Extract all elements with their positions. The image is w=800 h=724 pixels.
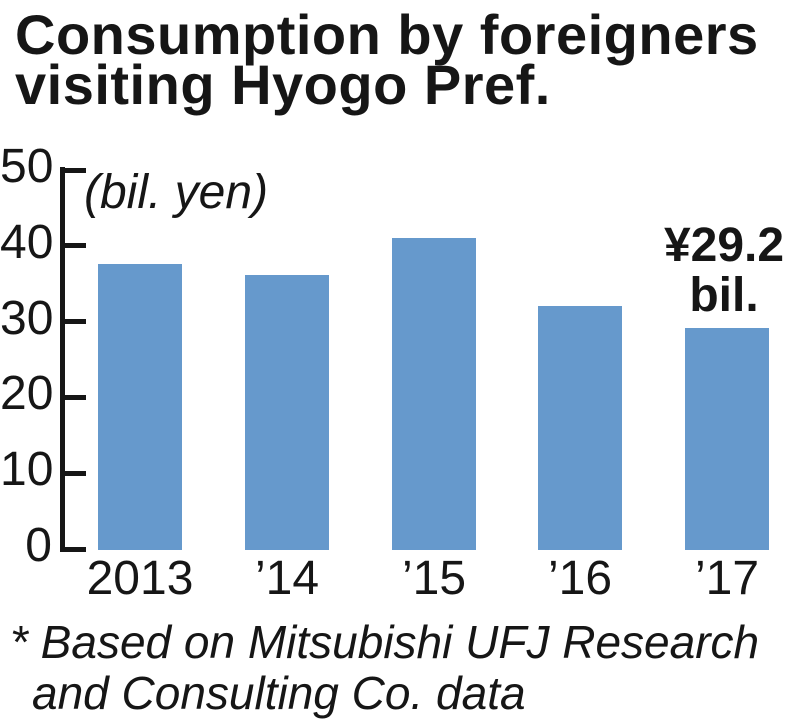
- y-axis-tick: [60, 168, 86, 173]
- y-axis-tick: [60, 395, 86, 400]
- value-annotation: ¥29.2 bil.: [638, 221, 800, 321]
- y-axis-tick-label: 40: [0, 216, 54, 269]
- chart-title: Consumption by foreigners visiting Hyogo…: [15, 3, 759, 116]
- y-axis-unit-label: (bil. yen): [84, 166, 269, 219]
- y-axis-tick-label: 20: [0, 367, 54, 420]
- y-axis-tick-label: 30: [0, 292, 54, 345]
- annotation-unit: bil.: [689, 269, 759, 322]
- y-axis-tick: [60, 471, 86, 476]
- y-axis-tick-label: 10: [0, 443, 54, 496]
- x-axis-tick-label: ’16: [547, 552, 613, 605]
- bar-2013: [98, 264, 182, 550]
- bar-’14: [245, 275, 329, 550]
- bar-’15: [392, 238, 476, 550]
- bar-’17: [685, 328, 769, 550]
- footnote-line1: * Based on Mitsubishi UFJ Research: [10, 616, 760, 668]
- y-axis-tick: [60, 319, 86, 324]
- y-axis-tick-label: 50: [0, 140, 54, 193]
- footnote-line2: and Consulting Co. data: [32, 667, 526, 719]
- chart-title-line2: visiting Hyogo Pref.: [15, 53, 551, 116]
- y-axis-tick-label: 0: [25, 519, 52, 572]
- x-axis-tick-label: 2013: [86, 552, 194, 605]
- x-axis-tick-label: ’17: [694, 552, 760, 605]
- y-axis-tick: [60, 547, 86, 552]
- chart-title-line1: Consumption by foreigners: [15, 3, 759, 66]
- y-axis-line: [60, 167, 65, 552]
- bar-’16: [538, 306, 622, 550]
- x-axis-tick-label: ’15: [401, 552, 467, 605]
- y-axis-tick: [60, 243, 86, 248]
- annotation-value: ¥29.2: [663, 219, 785, 272]
- x-axis-tick-label: ’14: [254, 552, 320, 605]
- source-footnote: * Based on Mitsubishi UFJ Research and C…: [10, 617, 759, 719]
